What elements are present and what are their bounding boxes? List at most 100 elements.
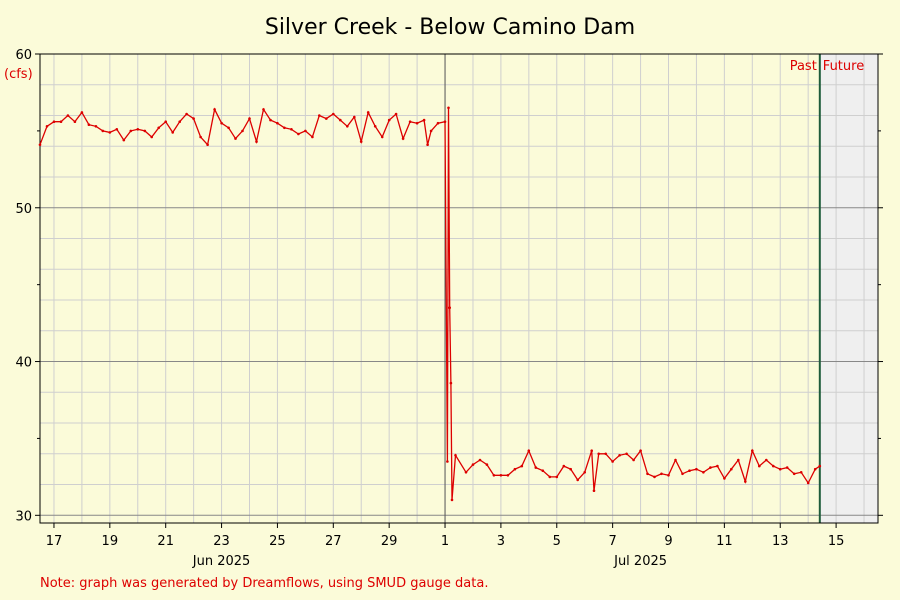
data-point — [380, 135, 384, 139]
source-note: Note: graph was generated by Dreamflows,… — [40, 576, 488, 591]
past-label: Past — [790, 59, 817, 74]
data-point — [150, 135, 153, 139]
data-point — [387, 118, 391, 122]
data-point — [730, 467, 733, 471]
data-point — [625, 452, 628, 456]
data-point — [527, 449, 531, 453]
data-point — [660, 472, 663, 476]
x-tick-label: 3 — [497, 534, 505, 549]
data-point — [234, 137, 237, 140]
data-point — [290, 128, 293, 131]
data-point — [667, 474, 670, 477]
data-point — [346, 125, 349, 128]
chart-title: Silver Creek - Below Camino Dam — [265, 15, 635, 40]
data-point — [94, 125, 98, 128]
data-point — [562, 464, 566, 468]
data-point — [471, 463, 475, 466]
flow-series — [38, 106, 822, 502]
data-point — [339, 118, 342, 122]
data-point — [366, 111, 370, 114]
data-point — [555, 475, 559, 479]
future-region — [819, 54, 878, 523]
data-point — [618, 454, 621, 457]
data-point — [311, 135, 314, 139]
data-point — [192, 117, 195, 120]
data-point — [73, 120, 77, 123]
x-tick-label: 15 — [828, 534, 845, 549]
x-tick-label: 9 — [664, 534, 672, 549]
y-axis-labels: 30 40 50 60 — [15, 48, 32, 524]
data-point — [45, 125, 49, 128]
data-point — [806, 481, 810, 485]
data-point — [569, 467, 572, 471]
data-point — [66, 114, 70, 117]
data-point — [548, 475, 552, 479]
data-point — [443, 120, 447, 123]
data-point — [220, 121, 223, 125]
data-point — [255, 140, 258, 143]
data-point — [813, 467, 817, 471]
data-point — [283, 126, 286, 130]
data-point — [241, 129, 244, 133]
data-point — [772, 464, 775, 468]
data-point — [818, 464, 822, 468]
data-point — [478, 458, 482, 462]
data-point — [318, 114, 321, 117]
data-point — [325, 117, 328, 120]
data-point — [353, 115, 356, 119]
data-point — [276, 121, 279, 125]
data-point — [80, 111, 84, 114]
data-point — [513, 467, 517, 471]
data-point — [297, 132, 300, 136]
data-point — [115, 128, 119, 131]
data-point — [101, 129, 105, 133]
data-point — [422, 118, 426, 122]
data-point — [401, 137, 405, 140]
data-point — [590, 449, 593, 453]
data-point — [227, 126, 230, 130]
data-point — [394, 112, 398, 116]
data-point — [597, 452, 600, 456]
data-point — [723, 477, 726, 480]
x-tick-label: 19 — [102, 534, 119, 549]
data-point — [59, 120, 63, 123]
data-point — [520, 464, 524, 468]
data-point — [716, 464, 719, 468]
x-tick-label: 17 — [46, 534, 63, 549]
data-point — [709, 466, 712, 469]
data-point — [799, 471, 803, 474]
data-point — [171, 131, 174, 134]
x-tick-label: 11 — [716, 534, 733, 549]
data-point — [792, 472, 796, 476]
data-point — [206, 143, 209, 146]
data-point — [332, 112, 335, 116]
y-tick-label: 60 — [15, 48, 32, 63]
data-point — [108, 131, 112, 134]
data-point — [653, 475, 656, 479]
data-point — [38, 143, 42, 146]
data-point — [695, 467, 698, 471]
data-point — [164, 120, 167, 123]
data-point — [778, 467, 782, 471]
data-point — [136, 128, 140, 131]
data-point — [199, 135, 202, 139]
data-point — [765, 458, 768, 462]
data-point — [576, 478, 579, 482]
data-point — [583, 471, 586, 474]
data-point — [359, 140, 363, 143]
data-point — [436, 121, 440, 125]
data-point — [373, 125, 377, 128]
data-point — [449, 381, 453, 385]
x-tick-label: 29 — [381, 534, 398, 549]
data-point — [408, 120, 412, 123]
data-point — [129, 129, 133, 133]
data-point — [446, 460, 449, 463]
data-point — [178, 120, 181, 123]
data-point — [541, 469, 545, 473]
x-tick-label: 5 — [553, 534, 561, 549]
minor-gridlines — [40, 54, 878, 523]
x-axis-labels: 17 19 21 23 25 27 29 1 3 5 7 9 11 13 15 — [46, 534, 845, 549]
data-point — [262, 108, 265, 111]
data-point — [87, 123, 91, 126]
